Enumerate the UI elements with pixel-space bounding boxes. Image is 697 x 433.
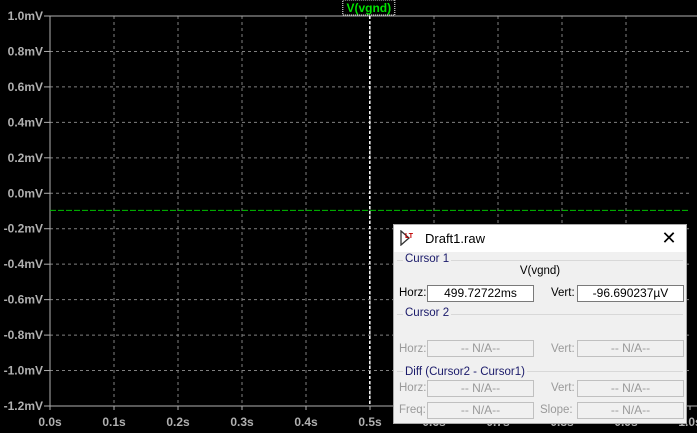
y-tick-label: -0.4mV bbox=[4, 257, 43, 271]
x-tick-label: 0.2s bbox=[166, 415, 190, 429]
cursor1-horz-label: Horz: bbox=[399, 287, 427, 299]
x-tick-label: 0.3s bbox=[230, 415, 254, 429]
y-tick-label: 0.8mV bbox=[8, 44, 43, 58]
cursor2-horz-label: Horz: bbox=[399, 343, 427, 355]
y-tick-label: -1.2mV bbox=[4, 399, 43, 413]
diff-horz-label: Horz: bbox=[399, 382, 427, 394]
cursor1-vert-field[interactable]: -96.690237µV bbox=[577, 285, 684, 302]
cursor1-horz-field[interactable]: 499.72722ms bbox=[427, 285, 534, 302]
diff-label: Diff (Cursor2 - Cursor1) bbox=[403, 366, 527, 378]
x-tick-label: 0.0s bbox=[38, 415, 62, 429]
legend-box bbox=[342, 0, 396, 16]
y-tick-label: -1.0mV bbox=[4, 364, 43, 378]
cursor1-vert-label: Vert: bbox=[551, 287, 575, 299]
cursor1-label: Cursor 1 bbox=[403, 253, 452, 265]
y-tick-label: 0.2mV bbox=[8, 151, 43, 165]
diff-vert-label: Vert: bbox=[551, 382, 575, 394]
cursor2-horz-field: -- N/A-- bbox=[427, 340, 534, 357]
cursor-dialog: LT Draft1.raw ✕ Cursor 1 V(vgnd) Horz: 4… bbox=[393, 224, 687, 424]
diff-freq-label: Freq: bbox=[399, 404, 426, 416]
cursor2-vert-field: -- N/A-- bbox=[577, 340, 684, 357]
diff-slope-label: Slope: bbox=[540, 404, 573, 416]
diff-horz-field: -- N/A-- bbox=[427, 380, 534, 397]
x-tick-label: 0.4s bbox=[294, 415, 318, 429]
cursor1-signal: V(vgnd) bbox=[519, 265, 561, 277]
y-tick-label: -0.2mV bbox=[4, 222, 43, 236]
legend-entry: V(vgnd) bbox=[346, 1, 391, 15]
y-tick-label: -0.8mV bbox=[4, 328, 43, 342]
cursor1-group: Cursor 1 bbox=[397, 253, 683, 311]
x-tick-label: 0.5s bbox=[358, 415, 382, 429]
y-tick-label: 0.6mV bbox=[8, 80, 43, 94]
y-tick-label: -0.6mV bbox=[4, 293, 43, 307]
y-tick-label: 0.0mV bbox=[8, 186, 43, 200]
cursor2-label: Cursor 2 bbox=[403, 307, 452, 319]
close-icon[interactable]: ✕ bbox=[661, 228, 677, 248]
dialog-titlebar[interactable]: LT Draft1.raw ✕ bbox=[394, 225, 686, 252]
diff-freq-field: -- N/A-- bbox=[427, 402, 534, 419]
y-tick-label: 0.4mV bbox=[8, 115, 43, 129]
ltspice-icon: LT bbox=[400, 230, 414, 246]
dialog-title: Draft1.raw bbox=[425, 231, 485, 246]
diff-vert-field: -- N/A-- bbox=[577, 380, 684, 397]
y-tick-label: 1.0mV bbox=[8, 9, 43, 23]
diff-group: Diff (Cursor2 - Cursor1) bbox=[397, 366, 683, 378]
x-tick-label: 0.1s bbox=[102, 415, 126, 429]
svg-text:LT: LT bbox=[405, 233, 414, 240]
diff-slope-field: -- N/A-- bbox=[577, 402, 684, 419]
cursor2-vert-label: Vert: bbox=[551, 343, 575, 355]
cursor2-group: Cursor 2 bbox=[397, 307, 683, 319]
